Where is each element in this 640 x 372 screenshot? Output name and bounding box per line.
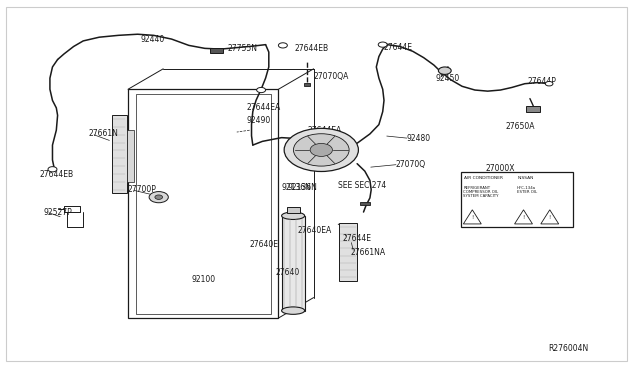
Text: !: ! [522,215,525,220]
Bar [112,115,127,193]
Circle shape [545,81,553,86]
Circle shape [284,128,358,171]
Bar [136,94,271,314]
Ellipse shape [282,212,305,219]
Text: 92527P: 92527P [44,208,72,217]
Circle shape [149,192,168,203]
Text: 92136N: 92136N [288,183,318,192]
Text: 27644EA: 27644EA [246,103,281,112]
Text: 27661N: 27661N [88,129,118,138]
Bar [360,202,370,205]
Bar [287,207,300,213]
Circle shape [293,134,349,166]
Circle shape [257,87,266,93]
Ellipse shape [282,307,305,314]
FancyBboxPatch shape [461,172,573,227]
Text: 27644P: 27644P [528,77,557,86]
Text: 92100: 92100 [192,275,216,283]
Bar [210,48,223,53]
Text: 27644EB: 27644EB [294,44,328,53]
Text: COMPRESSOR OIL: COMPRESSOR OIL [463,190,499,194]
Text: 27644E: 27644E [342,234,371,243]
Text: HFC-134a: HFC-134a [517,186,536,190]
Text: ESTER OIL: ESTER OIL [517,190,537,194]
Text: 27000X: 27000X [485,164,515,173]
Text: 27070Q: 27070Q [396,160,426,169]
Text: 27644E: 27644E [384,43,413,52]
Circle shape [310,144,332,156]
Circle shape [378,42,387,47]
Text: 27644EA: 27644EA [307,126,342,135]
Text: !: ! [548,215,551,220]
Text: 27644EB: 27644EB [40,170,74,179]
Text: NISSAN: NISSAN [518,176,534,180]
Text: 27640E: 27640E [250,240,278,249]
Text: AIR CONDITIONER: AIR CONDITIONER [464,176,503,180]
Text: SYSTEM CAPACITY: SYSTEM CAPACITY [463,194,499,198]
Text: REFRIGERANT: REFRIGERANT [463,186,490,190]
Bar [128,89,278,318]
Text: 27700P: 27700P [128,185,157,194]
Bar [282,216,305,311]
Text: 92480: 92480 [406,134,431,143]
Text: 27640: 27640 [275,268,300,277]
Text: R276004N: R276004N [548,344,589,353]
Text: 27070QA: 27070QA [314,72,349,81]
Text: SEE SEC.274: SEE SEC.274 [338,181,386,190]
Bar [127,130,134,182]
Text: 27661NA: 27661NA [351,248,386,257]
Circle shape [48,167,57,172]
Text: 27640EA: 27640EA [298,226,332,235]
Circle shape [438,67,451,74]
Text: 92450: 92450 [435,74,460,83]
Text: 27755N: 27755N [227,44,257,53]
Circle shape [155,195,163,199]
Circle shape [278,43,287,48]
Text: !: ! [471,215,474,220]
Text: 92440: 92440 [141,35,165,44]
Bar [339,223,357,281]
Text: 92490: 92490 [246,116,271,125]
Bar [526,106,540,112]
Bar [304,83,310,86]
Text: 92136N: 92136N [282,183,312,192]
Text: 27650A: 27650A [506,122,535,131]
